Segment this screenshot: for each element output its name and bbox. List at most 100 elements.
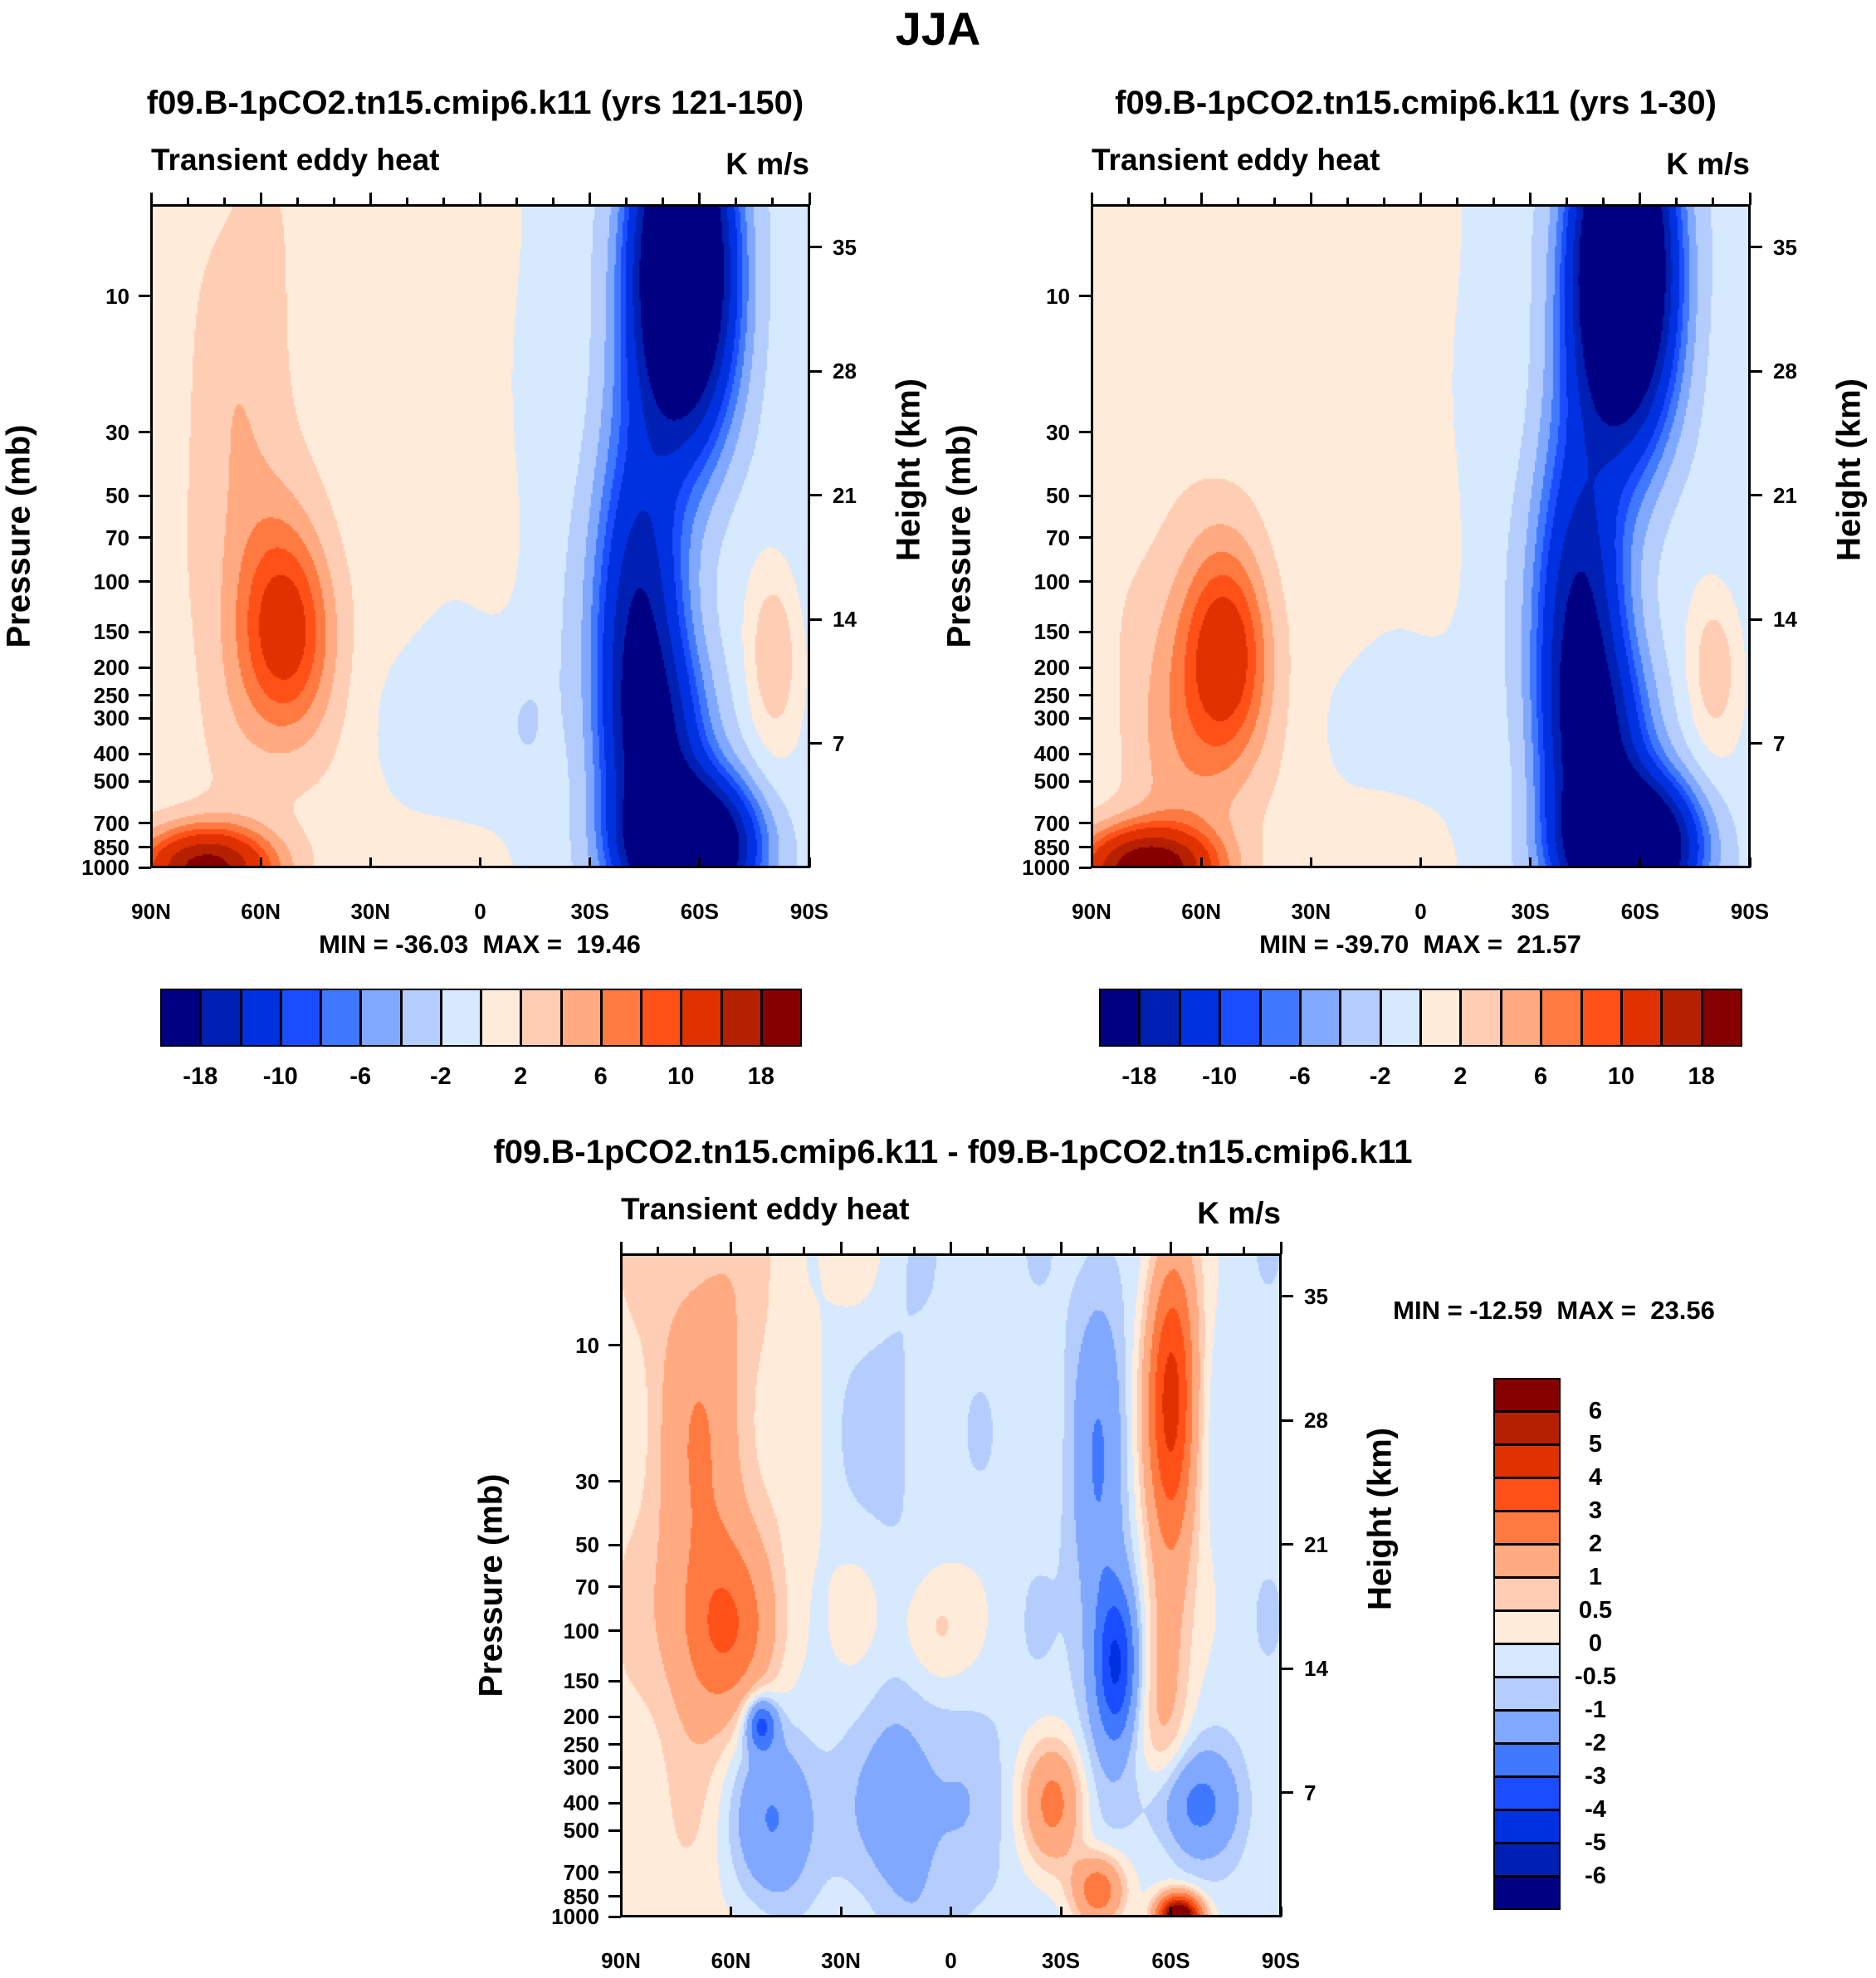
y-tick-left (139, 866, 151, 869)
y-axis-label: Pressure (mb) (0, 424, 37, 648)
colorbar-label: 2 (514, 1063, 528, 1090)
height-tick-label: 21 (1773, 482, 1797, 508)
x-tick-top (876, 1247, 879, 1254)
x-tick-top (186, 198, 189, 205)
colorbar-box (360, 989, 402, 1047)
colorbar-box (1493, 1444, 1561, 1478)
colorbar-label: -2 (1585, 1730, 1606, 1756)
x-tick-top (479, 193, 481, 205)
colorbar-box (1259, 989, 1301, 1047)
x-tick-bottom (149, 857, 153, 867)
x-tick-top (766, 1247, 769, 1254)
colorbar-box (560, 989, 602, 1047)
x-tick-bottom (619, 1907, 623, 1917)
y-tick-label: 100 (563, 1618, 599, 1643)
colorbar-label: -5 (1585, 1829, 1606, 1856)
y-tick-left (608, 1629, 621, 1633)
colorbar-box (1460, 989, 1502, 1047)
y-tick-left (608, 1344, 621, 1347)
y-tick-left (1079, 752, 1092, 755)
y-tick-left (608, 1766, 621, 1769)
colorbar-box (1500, 989, 1542, 1047)
x-tick-top (369, 193, 372, 205)
y-tick-label: 700 (93, 810, 129, 836)
y-tick-label: 500 (1033, 769, 1070, 794)
y-tick-right (1750, 369, 1762, 373)
x-tick-top (625, 198, 628, 205)
colorbar-label: 10 (667, 1063, 695, 1090)
x-tick-top (405, 198, 408, 205)
colorbar-label: 0.5 (1578, 1597, 1613, 1624)
colorbar-box (1179, 989, 1221, 1047)
y-tick-right (809, 494, 822, 497)
x-tick-bottom (259, 857, 262, 867)
x-tick-top (1382, 198, 1385, 205)
colorbar-label: -6 (349, 1063, 372, 1090)
y-tick-right (1281, 1791, 1293, 1795)
colorbar-box (1493, 1810, 1561, 1844)
y-tick-label: 300 (93, 706, 129, 731)
y-tick-left (1079, 295, 1092, 298)
x-tick-bottom (369, 857, 372, 867)
y-tick-right (1281, 1667, 1293, 1670)
x-tick-top (1236, 198, 1239, 205)
x-tick-top (1529, 193, 1532, 205)
y-tick-left (1079, 779, 1092, 783)
y-tick-label: 70 (575, 1574, 599, 1599)
y-tick-label: 100 (93, 569, 129, 594)
x-tick-label: 60N (1181, 899, 1222, 924)
y-tick-left (1079, 866, 1092, 869)
y-tick-left (1079, 536, 1092, 540)
panel-title: f09.B-1pCO2.tn15.cmip6.k11 (yrs 121-150) (146, 85, 804, 121)
y-tick-label: 50 (575, 1532, 599, 1558)
height-tick-label: 35 (833, 234, 857, 260)
colorbar-box (240, 989, 281, 1047)
x-tick-top (552, 198, 555, 205)
y-tick-left (1079, 716, 1092, 720)
y-tick-right (1281, 1543, 1293, 1546)
y-tick-label: 500 (93, 769, 129, 794)
colorbar-box (1340, 989, 1381, 1047)
colorbar-box (1493, 1544, 1561, 1578)
y-tick-right (1750, 246, 1762, 249)
x-tick-top (1243, 1247, 1246, 1254)
height-tick-label: 7 (833, 730, 845, 756)
colorbar-box (1541, 989, 1582, 1047)
y-axis-label-right: Height (km) (890, 379, 927, 562)
x-tick-label: 90N (1072, 899, 1111, 924)
y-tick-label: 850 (1033, 834, 1070, 860)
x-tick-label: 30S (570, 899, 609, 924)
colorbar-label: -18 (1121, 1063, 1157, 1090)
colorbar-label: 6 (594, 1063, 608, 1090)
x-tick-top (1748, 193, 1751, 205)
y-tick-label: 200 (93, 655, 129, 681)
colorbar-label: 2 (1588, 1531, 1603, 1557)
y-tick-label: 50 (105, 483, 129, 509)
colorbar-box (1219, 989, 1261, 1047)
x-tick-label: 90N (601, 1948, 641, 1973)
y-tick-label: 850 (93, 834, 129, 860)
colorbar-label: -2 (1369, 1063, 1391, 1090)
x-tick-top (332, 198, 335, 205)
y-tick-left (608, 1871, 621, 1874)
colorbar-box (520, 989, 562, 1047)
contour-field (151, 205, 809, 867)
x-tick-top (1170, 1242, 1172, 1254)
x-tick-label: 30S (1041, 1948, 1081, 1973)
colorbar-box (1661, 989, 1703, 1047)
y-tick-label: 1000 (1022, 855, 1070, 880)
colorbar-label: -10 (1202, 1063, 1238, 1090)
colorbar-label: -6 (1288, 1063, 1311, 1090)
y-tick-label: 150 (93, 619, 129, 645)
x-tick-top (839, 1242, 843, 1254)
left-string: Transient eddy heat (151, 143, 440, 177)
y-tick-left (608, 1715, 621, 1718)
x-tick-label: 90S (1730, 899, 1770, 924)
height-tick-label: 28 (1304, 1408, 1328, 1433)
x-tick-bottom (839, 1907, 843, 1917)
x-tick-bottom (1748, 857, 1751, 867)
colorbar-box (1493, 1843, 1561, 1877)
x-tick-bottom (1529, 857, 1532, 867)
x-tick-top (1163, 198, 1166, 205)
x-tick-bottom (730, 1907, 732, 1917)
